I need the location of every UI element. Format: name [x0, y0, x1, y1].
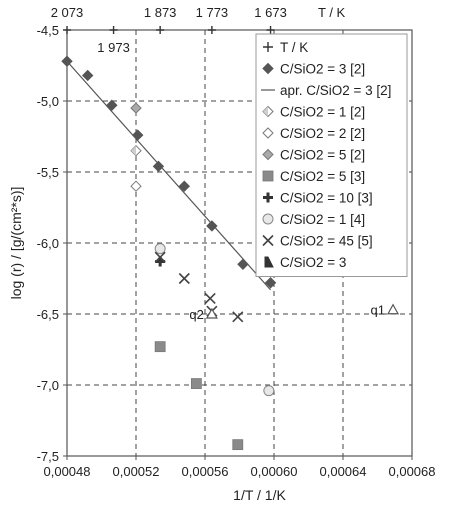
- data-point: [263, 385, 275, 397]
- top-axis-tick-marker: [156, 26, 165, 34]
- legend-marker: [262, 105, 274, 118]
- data-point: [232, 439, 244, 451]
- data-point: [154, 243, 166, 255]
- y-tick-label: -6,0: [37, 236, 59, 251]
- data-point: [152, 160, 165, 173]
- data-point: [232, 311, 244, 323]
- data-point: [154, 341, 166, 353]
- x-tick-label: 0,00064: [320, 464, 367, 479]
- fit-line: [66, 60, 271, 291]
- y-tick-label: -4,5: [37, 23, 59, 38]
- x-tick-label: 0,00048: [44, 464, 91, 479]
- y-tick-label: -5,0: [37, 94, 59, 109]
- x-tick-label: 0,00068: [389, 464, 436, 479]
- legend-label: C/SiO2 = 3: [280, 255, 346, 270]
- data-point: [130, 180, 142, 192]
- legend-marker: [263, 192, 273, 203]
- legend-label: apr. C/SiO2 = 3 [2]: [280, 83, 391, 98]
- x-tick-label: 0,00052: [113, 464, 160, 479]
- marker-shape: [264, 256, 274, 268]
- top-tick-label: 2 073: [51, 5, 84, 20]
- legend-marker: [262, 170, 274, 182]
- legend-label: C/SiO2 = 2 [2]: [280, 126, 365, 141]
- data-point: [204, 292, 216, 304]
- top-tick-label: 1 673: [254, 5, 287, 20]
- data-point: [130, 144, 142, 157]
- data-point: [130, 102, 142, 114]
- data-point: [190, 378, 202, 389]
- legend-marker: [263, 42, 273, 52]
- x-tick-label: 0,00060: [251, 464, 298, 479]
- data-point: [81, 69, 94, 82]
- y-tick-label: -7,5: [37, 449, 59, 464]
- legend-label: C/SiO2 = 5 [2]: [280, 148, 365, 163]
- x-tick-label: 0,00056: [182, 464, 229, 479]
- data-point: [387, 303, 400, 315]
- top-axis-tick-marker: [207, 26, 216, 34]
- y-tick-label: -5,5: [37, 165, 59, 180]
- legend-marker: [262, 234, 274, 247]
- point-annotation: q2: [189, 307, 203, 322]
- y-axis-label: log (r) / [g/(cm²*s)]: [8, 187, 24, 300]
- data-point: [106, 99, 118, 111]
- marker-fill: [263, 106, 268, 117]
- x-axis-label: 1/T / 1/K: [233, 487, 286, 503]
- legend-label: C/SiO2 = 10 [3]: [280, 191, 373, 206]
- legend-label: C/SiO2 = 1 [4]: [280, 212, 365, 227]
- top-tick-label: 1 773: [196, 5, 229, 20]
- top-axis-tick-marker: [109, 26, 118, 34]
- legend-label: T / K: [280, 40, 308, 55]
- point-annotation: q1: [371, 303, 385, 318]
- top-tick-label: 1 973: [97, 40, 130, 55]
- top-axis-tick-marker: [63, 26, 71, 34]
- marker-fill: [131, 145, 136, 156]
- legend-marker: [262, 213, 274, 225]
- legend: T / K C/SiO2 = 3 [2] apr. C/SiO2 = 3 [2] C/…: [255, 33, 408, 277]
- legend-marker: [262, 148, 274, 161]
- data-point: [154, 251, 166, 263]
- legend-label: C/SiO2 = 45 [5]: [280, 234, 373, 249]
- y-tick-label: -7,0: [37, 378, 59, 393]
- data-point: [206, 220, 218, 232]
- legend-box: [255, 33, 408, 277]
- data-point: [205, 307, 218, 319]
- legend-marker: [264, 256, 274, 268]
- data-point: [178, 272, 190, 285]
- top-tick-label: 1 873: [144, 5, 177, 20]
- data-point: [264, 277, 277, 289]
- legend-label: C/SiO2 = 3 [2]: [280, 62, 365, 77]
- legend-marker: [262, 62, 274, 75]
- top-axis-label: T / K: [318, 5, 346, 20]
- top-axis-tick-marker: [266, 26, 275, 34]
- data-point: [178, 180, 191, 192]
- y-tick-label: -6,5: [37, 307, 59, 322]
- legend-label: C/SiO2 = 1 [2]: [280, 105, 365, 120]
- legend-marker: [262, 127, 274, 139]
- legend-label: C/SiO2 = 5 [3]: [280, 169, 365, 184]
